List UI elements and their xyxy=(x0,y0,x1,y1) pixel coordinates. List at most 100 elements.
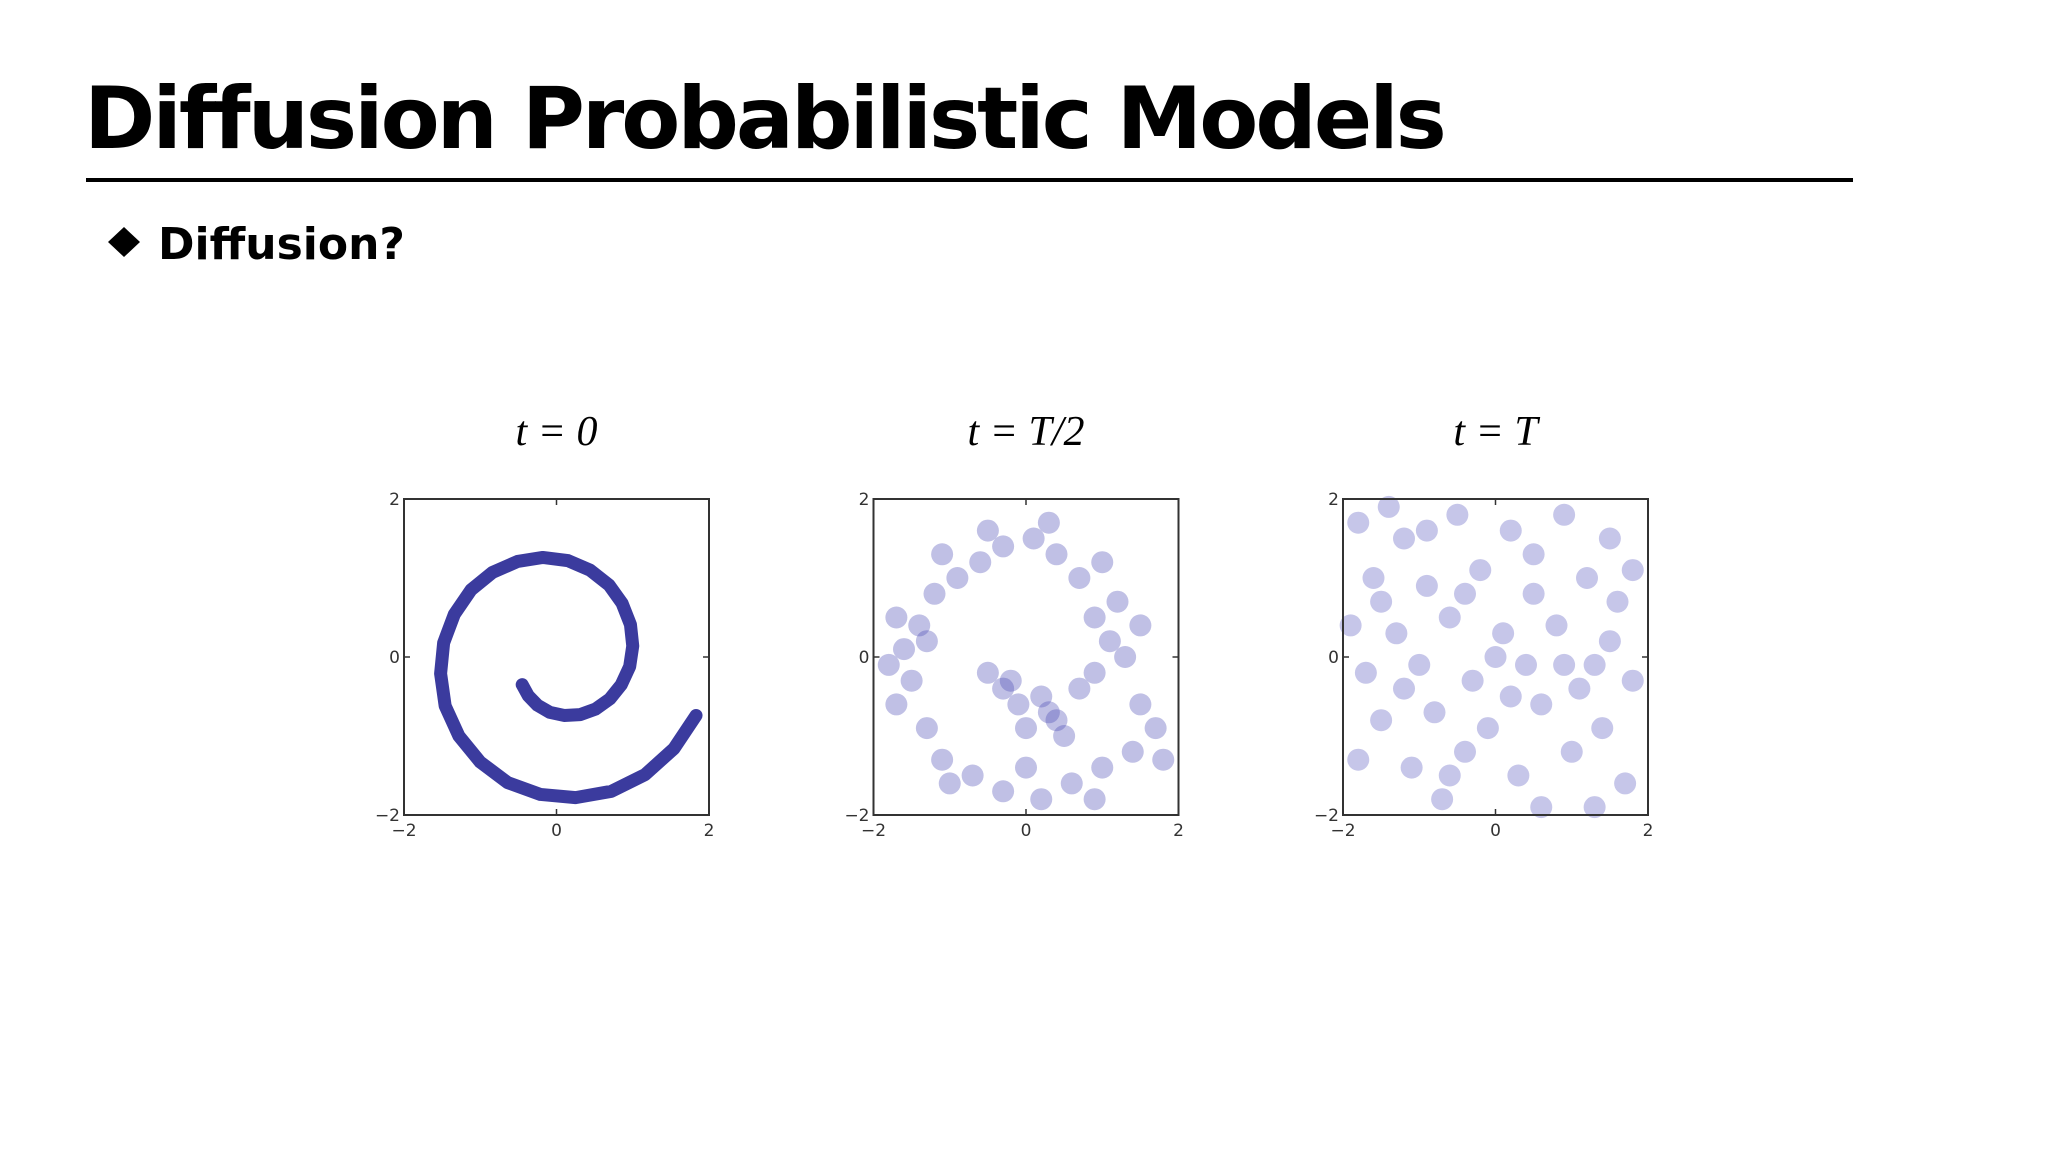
scatter-point xyxy=(1152,748,1175,771)
x-tick-label: 2 xyxy=(704,821,715,841)
x-tick-label: 0 xyxy=(1490,821,1501,841)
chart-title: t = T/2 xyxy=(967,409,1084,455)
scatter-point xyxy=(1400,756,1423,779)
scatter-point xyxy=(1591,717,1614,740)
scatter-point xyxy=(1522,582,1545,605)
title-rule xyxy=(86,178,1853,182)
scatter-point xyxy=(1385,622,1408,645)
x-tick-label: −2 xyxy=(391,821,416,841)
scatter-point xyxy=(1347,748,1370,771)
chart: t = T −2 0 2 −2 0 2 xyxy=(1314,409,1653,841)
scatter-point xyxy=(885,693,908,716)
scatter-point xyxy=(1606,590,1629,613)
scatter-point xyxy=(1469,559,1492,582)
scatter-point xyxy=(1354,661,1377,684)
scatter-point xyxy=(1098,630,1121,653)
scatter-point xyxy=(1476,717,1499,740)
scatter-point xyxy=(1438,764,1461,787)
plot-area xyxy=(877,511,1175,811)
scatter-point xyxy=(1037,511,1060,534)
scatter-point xyxy=(1068,567,1091,589)
x-tick-label: 2 xyxy=(1643,821,1654,841)
scatter-point xyxy=(1583,653,1606,676)
slide-title: Diffusion Probabilistic Models xyxy=(84,69,1444,169)
scatter-point xyxy=(1362,567,1385,589)
chart-title: t = T xyxy=(1453,409,1540,455)
scatter-point xyxy=(1144,717,1167,740)
scatter-point xyxy=(885,606,908,629)
y-tick-label: −2 xyxy=(844,806,869,826)
scatter-point xyxy=(1454,582,1476,605)
scatter-point xyxy=(1053,725,1076,747)
scatter-point xyxy=(1091,551,1114,574)
scatter-point xyxy=(1515,653,1537,676)
scatter-point xyxy=(1030,788,1053,811)
scatter-point xyxy=(1370,590,1393,613)
chart-title: t = 0 xyxy=(515,409,597,455)
plot-area xyxy=(434,550,703,805)
y-tick-label: −2 xyxy=(375,806,400,826)
scatter-point xyxy=(961,764,984,787)
scatter-point xyxy=(1576,567,1598,589)
scatter-point xyxy=(1339,614,1362,637)
chart: t = 0 −2 0 2 −2 0 2 xyxy=(375,409,714,841)
scatter-point xyxy=(1560,740,1583,763)
scatter-point xyxy=(1621,669,1644,692)
scatter-point xyxy=(1083,788,1106,811)
y-tick-label: 0 xyxy=(1328,648,1339,668)
scatter-point xyxy=(1553,503,1576,526)
scatter-point xyxy=(1377,495,1400,518)
scatter-point xyxy=(1499,685,1522,708)
scatter-point xyxy=(915,630,938,653)
scatter-point xyxy=(1037,701,1060,724)
scatter-point xyxy=(1530,693,1553,716)
spiral-line xyxy=(434,550,703,805)
x-tick-label: −2 xyxy=(1330,821,1355,841)
scatter-point xyxy=(1415,574,1438,597)
scatter-point xyxy=(1423,701,1446,724)
scatter-point xyxy=(1022,527,1045,550)
scatter-point xyxy=(1614,772,1637,795)
scatter-point xyxy=(1347,511,1370,534)
scatter-point xyxy=(1415,519,1438,542)
x-tick-label: −2 xyxy=(861,821,886,841)
scatter-point xyxy=(1621,559,1644,582)
x-tick-label: 0 xyxy=(551,821,562,841)
scatter-point xyxy=(1568,677,1591,700)
scatter-point xyxy=(969,551,992,574)
scatter-point xyxy=(1015,756,1037,779)
x-tick-label: 0 xyxy=(1021,821,1032,841)
y-tick-label: 2 xyxy=(859,490,870,510)
scatter-point xyxy=(900,669,923,692)
scatter-point xyxy=(1393,677,1415,700)
scatter-point xyxy=(1499,519,1522,542)
scatter-point xyxy=(1370,709,1393,732)
scatter-point xyxy=(1083,606,1106,629)
bullet-icon xyxy=(108,227,140,257)
scatter-point xyxy=(992,780,1015,803)
scatter-point xyxy=(1553,653,1576,676)
scatter-point xyxy=(1454,740,1476,763)
scatter-point xyxy=(915,717,938,740)
scatter-point xyxy=(1461,669,1484,692)
scatter-point xyxy=(1598,527,1621,550)
y-tick-label: −2 xyxy=(1314,806,1339,826)
scatter-point xyxy=(931,543,954,566)
scatter-point xyxy=(1007,693,1030,716)
y-tick-label: 0 xyxy=(389,648,400,668)
scatter-point xyxy=(1598,630,1621,653)
scatter-point xyxy=(946,567,969,589)
scatter-point xyxy=(999,669,1022,692)
scatter-point xyxy=(1438,606,1461,629)
scatter-point xyxy=(1129,693,1152,716)
scatter-point xyxy=(1431,788,1454,811)
y-tick-label: 0 xyxy=(859,648,870,668)
scatter-point xyxy=(877,653,900,676)
scatter-point xyxy=(992,677,1015,700)
scatter-point xyxy=(1060,772,1083,795)
scatter-point xyxy=(1393,527,1415,550)
axes-frame xyxy=(403,498,710,816)
y-tick-label: 2 xyxy=(1328,490,1339,510)
